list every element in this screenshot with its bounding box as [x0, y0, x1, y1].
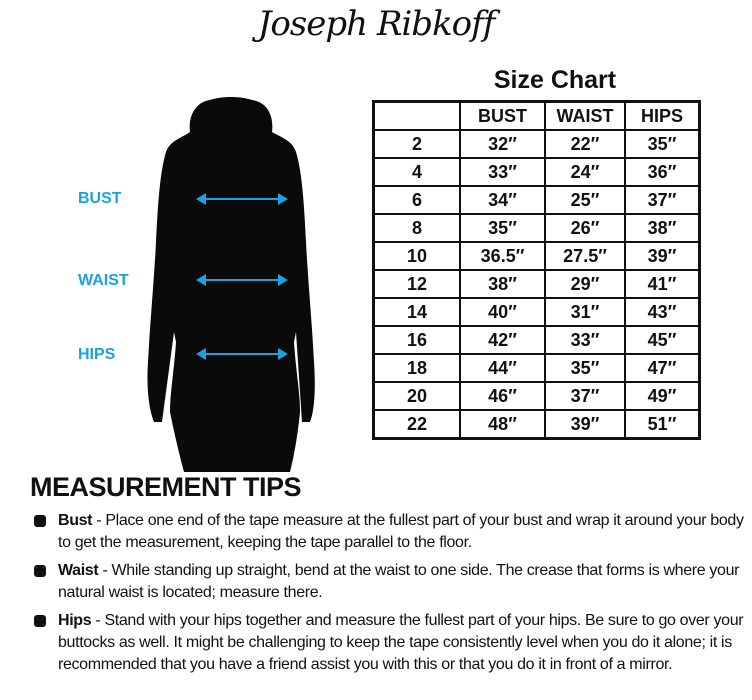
size-chart-title: Size Chart — [493, 66, 617, 94]
cell-hips: 45″ — [624, 325, 701, 355]
tip-bust: Bust - Place one end of the tape measure… — [32, 510, 744, 554]
cell-waist: 39″ — [544, 409, 626, 440]
header-size — [372, 100, 461, 131]
body-silhouette — [147, 97, 315, 472]
cell-hips: 41″ — [624, 269, 701, 299]
tip-waist: Waist - While standing up straight, bend… — [32, 560, 744, 604]
table-row: 14 40″ 31″ 43″ — [372, 297, 701, 327]
tip-term: Bust — [58, 512, 93, 529]
table-row: 12 38″ 29″ 41″ — [372, 269, 701, 299]
bullet-icon — [34, 515, 46, 527]
table-row: 6 34″ 25″ 37″ — [372, 185, 701, 215]
cell-size: 10 — [372, 241, 461, 271]
cell-size: 6 — [372, 185, 461, 215]
cell-size: 8 — [372, 213, 461, 243]
cell-waist: 29″ — [544, 269, 626, 299]
table-row: 22 48″ 39″ 51″ — [372, 409, 701, 440]
cell-bust: 46″ — [459, 381, 546, 411]
header-bust: BUST — [459, 100, 546, 131]
tips-list: Bust - Place one end of the tape measure… — [32, 510, 744, 682]
cell-hips: 47″ — [624, 353, 701, 383]
tip-text: - Stand with your hips together and meas… — [58, 612, 744, 673]
tip-hips: Hips - Stand with your hips together and… — [32, 610, 744, 676]
table-row: 16 42″ 33″ 45″ — [372, 325, 701, 355]
cell-bust: 48″ — [459, 409, 546, 440]
cell-waist: 27.5″ — [544, 241, 626, 271]
cell-bust: 44″ — [459, 353, 546, 383]
cell-bust: 38″ — [459, 269, 546, 299]
bust-label: BUST — [78, 190, 122, 207]
bust-arrow-icon — [196, 193, 288, 205]
cell-size: 22 — [372, 409, 461, 440]
cell-hips: 43″ — [624, 297, 701, 327]
cell-size: 14 — [372, 297, 461, 327]
tips-title: MEASUREMENT TIPS — [30, 472, 302, 502]
tip-term: Waist — [58, 562, 99, 579]
cell-bust: 35″ — [459, 213, 546, 243]
cell-size: 20 — [372, 381, 461, 411]
cell-size: 2 — [372, 129, 461, 159]
table-row: 4 33″ 24″ 36″ — [372, 157, 701, 187]
table-row: 20 46″ 37″ 49″ — [372, 381, 701, 411]
table-row: 18 44″ 35″ 47″ — [372, 353, 701, 383]
tip-text: - Place one end of the tape measure at t… — [58, 512, 744, 551]
brand-logo: Joseph Ribkoff — [257, 4, 496, 44]
cell-hips: 35″ — [624, 129, 701, 159]
cell-waist: 37″ — [544, 381, 626, 411]
tip-text: - While standing up straight, bend at th… — [58, 562, 740, 601]
cell-size: 4 — [372, 157, 461, 187]
cell-bust: 36.5″ — [459, 241, 546, 271]
waist-arrow-icon — [196, 274, 288, 286]
cell-hips: 38″ — [624, 213, 701, 243]
cell-size: 12 — [372, 269, 461, 299]
header-waist: WAIST — [544, 100, 626, 131]
tip-term: Hips — [58, 612, 92, 629]
table-header-row: BUST WAIST HIPS — [372, 100, 701, 131]
cell-hips: 49″ — [624, 381, 701, 411]
cell-hips: 36″ — [624, 157, 701, 187]
cell-waist: 26″ — [544, 213, 626, 243]
hips-label: HIPS — [78, 346, 116, 363]
cell-bust: 40″ — [459, 297, 546, 327]
cell-size: 18 — [372, 353, 461, 383]
waist-label: WAIST — [78, 272, 129, 289]
cell-waist: 31″ — [544, 297, 626, 327]
header-hips: HIPS — [624, 100, 701, 131]
hips-arrow-icon — [196, 348, 288, 360]
cell-waist: 22″ — [544, 129, 626, 159]
cell-bust: 33″ — [459, 157, 546, 187]
table-row: 8 35″ 26″ 38″ — [372, 213, 701, 243]
cell-bust: 42″ — [459, 325, 546, 355]
cell-hips: 37″ — [624, 185, 701, 215]
bullet-icon — [34, 615, 46, 627]
cell-hips: 51″ — [624, 409, 701, 440]
cell-waist: 33″ — [544, 325, 626, 355]
cell-waist: 25″ — [544, 185, 626, 215]
cell-hips: 39″ — [624, 241, 701, 271]
bullet-icon — [34, 565, 46, 577]
table-row: 2 32″ 22″ 35″ — [372, 129, 701, 159]
cell-size: 16 — [372, 325, 461, 355]
cell-waist: 35″ — [544, 353, 626, 383]
cell-bust: 32″ — [459, 129, 546, 159]
size-chart-table: BUST WAIST HIPS 2 32″ 22″ 35″ 4 33″ 24″ 36″ 6 34″… — [372, 100, 701, 440]
cell-waist: 24″ — [544, 157, 626, 187]
cell-bust: 34″ — [459, 185, 546, 215]
table-row: 10 36.5″ 27.5″ 39″ — [372, 241, 701, 271]
